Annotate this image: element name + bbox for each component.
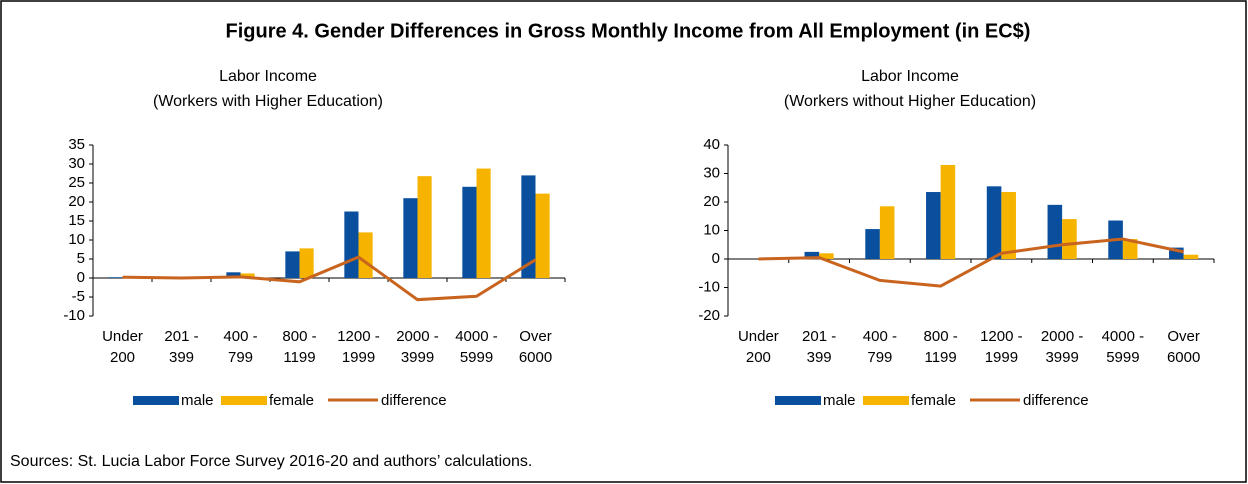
- x-tick-label: 1200 -: [337, 328, 380, 345]
- bar: [1062, 219, 1077, 259]
- bar: [521, 175, 536, 278]
- x-tick-label: 200: [110, 349, 135, 366]
- x-tick-label: 1199: [283, 349, 315, 366]
- x-tick-label: Under: [102, 328, 143, 345]
- x-tick-label: 1999: [985, 349, 1018, 366]
- legend-swatch: [775, 396, 821, 405]
- x-tick-label: 399: [807, 349, 832, 366]
- y-tick-label: 20: [68, 193, 85, 210]
- source-note: Sources: St. Lucia Labor Force Survey 20…: [10, 453, 532, 470]
- y-tick-label: 10: [68, 231, 85, 248]
- x-tick-label: 201 -: [164, 328, 198, 345]
- x-tick-label: 2000 -: [396, 328, 439, 345]
- legend-label: female: [911, 392, 956, 409]
- y-tick-label: 10: [703, 221, 720, 238]
- legend-swatch: [133, 396, 179, 405]
- x-tick-label: 2000 -: [1041, 328, 1084, 345]
- legend-label: difference: [1023, 392, 1089, 409]
- bar: [403, 198, 418, 278]
- bar: [417, 176, 432, 278]
- bar: [226, 272, 241, 278]
- bar: [1047, 204, 1063, 259]
- bar: [240, 273, 255, 278]
- x-tick-label: Over: [519, 328, 552, 345]
- legend-label: difference: [381, 392, 447, 409]
- bar: [865, 229, 880, 259]
- y-tick-label: -10: [63, 307, 85, 324]
- bar: [1169, 247, 1184, 259]
- x-tick-label: 1200 -: [980, 328, 1023, 345]
- y-tick-label: 30: [703, 164, 720, 181]
- line: [758, 237, 1184, 288]
- x-tick-label: 1999: [342, 349, 375, 366]
- bar: [940, 164, 956, 259]
- x-tick-label: 4000 -: [1102, 328, 1145, 345]
- bar: [879, 206, 895, 259]
- chart-subtitle: Labor Income: [861, 68, 959, 85]
- y-tick-label: 20: [703, 193, 720, 210]
- chart-subtitle: (Workers with Higher Education): [153, 93, 383, 110]
- x-tick-label: 201 -: [802, 328, 836, 345]
- bar: [476, 168, 491, 278]
- x-tick-label: 200: [746, 349, 771, 366]
- bar: [358, 232, 373, 278]
- x-tick-label: 3999: [401, 349, 434, 366]
- bar: [926, 192, 941, 259]
- x-tick-label: 6000: [1167, 349, 1200, 366]
- chart-subtitle: (Workers without Higher Education): [784, 93, 1036, 110]
- bar: [819, 253, 834, 259]
- x-tick-label: 5999: [1106, 349, 1139, 366]
- y-tick-label: 0: [712, 250, 720, 267]
- y-tick-label: -20: [698, 307, 720, 324]
- legend-swatch: [221, 396, 267, 405]
- x-tick-label: 799: [867, 349, 892, 366]
- bar: [108, 277, 123, 278]
- bar: [1122, 239, 1138, 259]
- y-tick-label: 0: [77, 269, 85, 286]
- x-tick-label: 800 -: [282, 328, 316, 345]
- legend-label: male: [823, 392, 856, 409]
- bar: [1183, 254, 1199, 259]
- x-tick-label: 6000: [519, 349, 552, 366]
- bar: [344, 211, 359, 278]
- x-tick-label: 5999: [460, 349, 493, 366]
- legend-swatch: [863, 396, 909, 405]
- figure-title: Figure 4. Gender Differences in Gross Mo…: [226, 20, 1031, 42]
- y-tick-label: 35: [68, 136, 85, 153]
- y-tick-label: 5: [77, 250, 85, 267]
- y-tick-label: 40: [703, 136, 720, 153]
- bar: [1001, 192, 1016, 259]
- y-tick-label: -10: [698, 278, 720, 295]
- y-tick-label: -5: [72, 288, 85, 305]
- line: [122, 255, 537, 302]
- x-tick-label: 1199: [924, 349, 956, 366]
- x-tick-label: 3999: [1045, 349, 1078, 366]
- x-tick-label: 400 -: [863, 328, 897, 345]
- x-tick-label: 799: [228, 349, 253, 366]
- bar: [285, 251, 300, 278]
- x-tick-label: 800 -: [924, 328, 958, 345]
- x-tick-label: Under: [738, 328, 779, 345]
- legend-label: male: [181, 392, 214, 409]
- y-tick-label: 15: [68, 212, 85, 229]
- bar: [804, 251, 820, 259]
- bar: [462, 186, 477, 278]
- bar: [299, 248, 314, 278]
- x-tick-label: Over: [1167, 328, 1200, 345]
- legend-label: female: [269, 392, 314, 409]
- x-tick-label: 399: [169, 349, 194, 366]
- chart-subtitle: Labor Income: [219, 68, 317, 85]
- x-tick-label: 400 -: [223, 328, 257, 345]
- bar: [535, 193, 550, 278]
- y-tick-label: 25: [68, 174, 85, 191]
- y-tick-label: 30: [68, 155, 85, 172]
- x-tick-label: 4000 -: [455, 328, 498, 345]
- bar: [986, 186, 1002, 259]
